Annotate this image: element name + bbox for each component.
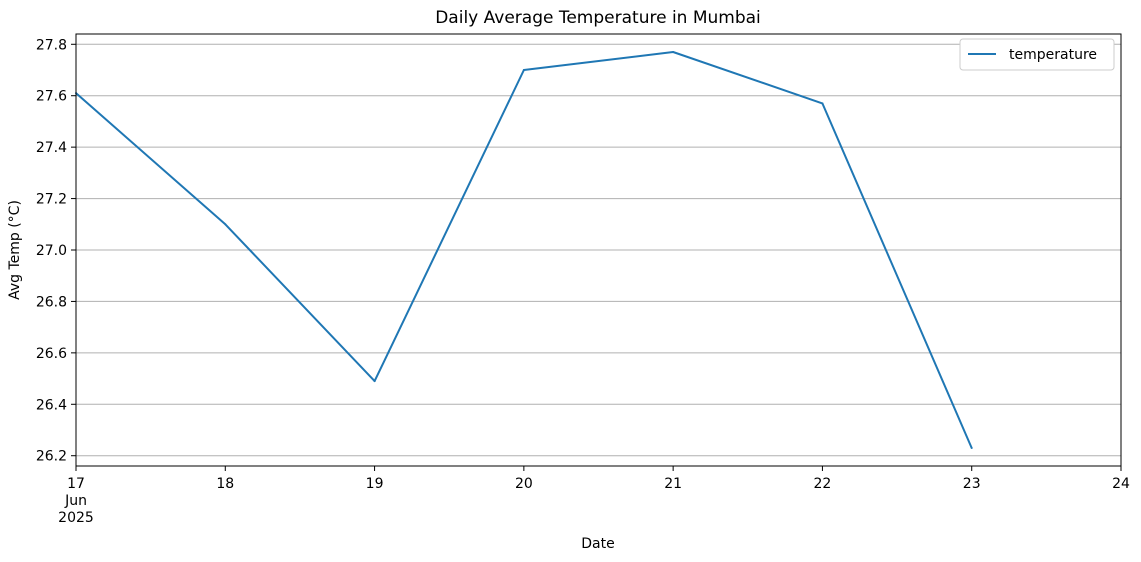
y-tick-label: 27.8 <box>36 37 67 53</box>
y-axis-ticks: 26.2 26.4 26.6 26.8 27.0 27.2 27.4 27.6 27.8 <box>36 37 76 465</box>
legend-box <box>959 38 1115 71</box>
data-point <box>821 102 824 105</box>
y-tick-label: 27.6 <box>36 89 67 105</box>
x-axis-label: Date <box>581 536 614 552</box>
x-tick-sublabel: Jun <box>64 493 87 509</box>
data-point <box>373 380 376 383</box>
x-tick-label: 23 <box>963 476 981 492</box>
data-point <box>224 223 227 226</box>
legend-label: temperature <box>1009 47 1097 63</box>
y-tick-label: 27.2 <box>36 192 67 208</box>
y-tick-label: 26.4 <box>36 397 67 413</box>
x-tick-label: 24 <box>1112 476 1130 492</box>
data-point <box>672 51 675 53</box>
x-tick-label: 18 <box>216 476 234 492</box>
x-tick-label: 21 <box>664 476 682 492</box>
data-point <box>522 69 525 71</box>
y-tick-label: 27.4 <box>36 140 67 156</box>
x-tick-label: 19 <box>366 476 384 492</box>
data-point <box>970 447 973 449</box>
y-axis-label: Avg Temp (°C) <box>7 200 23 300</box>
x-tick-sublabel: 2025 <box>58 510 94 526</box>
gridlines <box>76 43 1121 457</box>
x-tick-label: 22 <box>814 476 832 492</box>
y-tick-label: 26.8 <box>36 294 67 310</box>
x-tick-label: 17 <box>67 476 85 492</box>
chart-title: Daily Average Temperature in Mumbai <box>435 8 761 28</box>
x-tick-label: 20 <box>515 476 533 492</box>
legend: temperature <box>959 38 1115 71</box>
y-tick-label: 27.0 <box>36 243 67 259</box>
y-tick-label: 26.6 <box>36 346 67 362</box>
y-tick-label: 26.2 <box>36 449 67 465</box>
